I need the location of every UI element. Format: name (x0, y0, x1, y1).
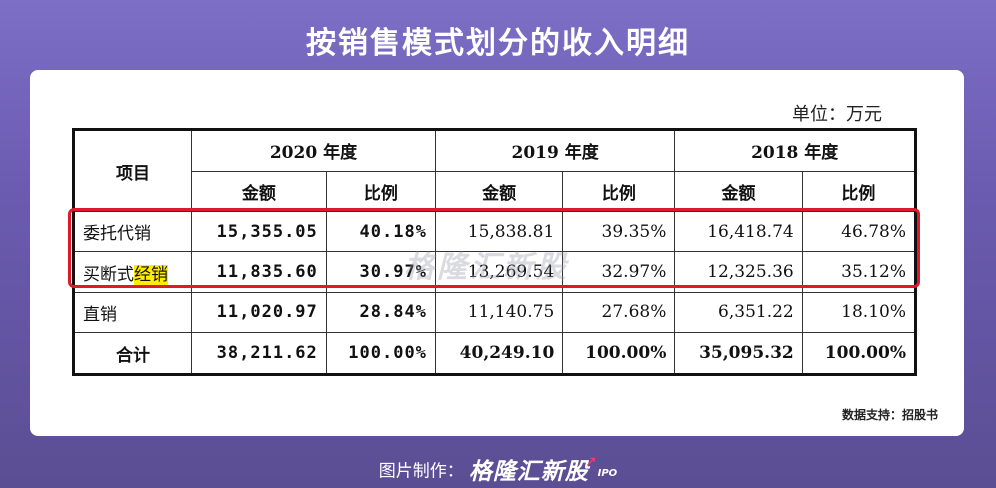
row-label-plain: 买断式 (83, 264, 134, 285)
header-amount: 金额 (434, 170, 564, 213)
cell-ratio-2020: 30.97% (325, 251, 436, 293)
cell-ratio-2018: 35.12% (801, 251, 917, 293)
brand-suffix: IPO (597, 467, 618, 479)
header-item: 项目 (73, 128, 192, 213)
total-row: 合计 38,211.62 100.00% 40,249.10 100.00% 3… (73, 332, 917, 375)
cell-ratio-2018: 46.78% (801, 211, 917, 253)
cell-ratio-2019: 32.97% (562, 251, 676, 293)
revenue-table: 项目 2020 年度 2019 年度 2018 年度 金额 比例 金额 比例 金… (72, 128, 917, 376)
cell-amount-2019: 11,140.75 (434, 291, 564, 334)
cell-amount-2019: 40,249.10 (434, 332, 564, 375)
cell-ratio-2020: 40.18% (325, 211, 436, 253)
cell-ratio-2018: 18.10% (801, 291, 917, 334)
row-label: 买断式经销 (73, 251, 192, 293)
cell-ratio-2018: 100.00% (801, 332, 917, 375)
cell-ratio-2019: 39.35% (562, 211, 676, 253)
cell-amount-2018: 12,325.36 (674, 251, 803, 293)
brand-logo: 格隆汇新股 (468, 459, 589, 485)
source-note: 数据支持：招股书 (841, 408, 938, 422)
row-label-highlight: 经销 (134, 264, 168, 285)
cell-amount-2020: 38,211.62 (191, 332, 327, 375)
header-row-sub: 金额 比例 金额 比例 金额 比例 (74, 170, 917, 213)
page-title: 按销售模式划分的收入明细 (306, 26, 690, 61)
header-ratio: 比例 (325, 170, 436, 213)
table-row: 买断式经销 11,835.60 30.97% 13,269.54 32.97% … (73, 251, 917, 293)
header-row-years: 项目 2020 年度 2019 年度 2018 年度 (73, 128, 916, 213)
cell-amount-2018: 6,351.22 (674, 291, 803, 334)
footer-credit: 图片制作： 格隆汇新股↗IPO (0, 452, 996, 486)
row-label: 直销 (73, 291, 192, 334)
table-card: 单位：万元 项目 2020 年度 2019 年度 2018 年度 金额 比例 金… (30, 70, 964, 436)
header-ratio: 比例 (562, 170, 676, 213)
cell-amount-2018: 35,095.32 (674, 332, 803, 375)
table-row: 直销 11,020.97 28.84% 11,140.75 27.68% 6,3… (73, 291, 917, 334)
cell-amount-2019: 13,269.54 (434, 251, 564, 293)
header-year-2019: 2019 年度 (434, 129, 676, 172)
header-ratio: 比例 (801, 170, 917, 213)
arrow-up-icon: ↗ (584, 453, 597, 470)
header-year-2020: 2020 年度 (191, 129, 436, 172)
cell-ratio-2019: 27.68% (562, 291, 676, 334)
header-year-2018: 2018 年度 (674, 129, 916, 172)
cell-amount-2020: 11,835.60 (191, 251, 327, 293)
cell-ratio-2020: 100.00% (325, 332, 436, 375)
cell-amount-2018: 16,418.74 (674, 211, 803, 253)
footer-lead: 图片制作： (378, 461, 464, 482)
row-label: 委托代销 (73, 211, 192, 253)
header-amount: 金额 (674, 170, 803, 213)
header-amount: 金额 (191, 170, 327, 213)
cell-amount-2019: 15,838.81 (434, 211, 564, 253)
cell-amount-2020: 11,020.97 (191, 291, 327, 334)
table-row: 委托代销 15,355.05 40.18% 15,838.81 39.35% 1… (73, 211, 917, 253)
unit-label: 单位：万元 (792, 104, 882, 125)
cell-amount-2020: 15,355.05 (191, 211, 327, 253)
cell-ratio-2019: 100.00% (562, 332, 676, 375)
cell-ratio-2020: 28.84% (325, 291, 436, 334)
row-label: 合计 (73, 332, 192, 375)
